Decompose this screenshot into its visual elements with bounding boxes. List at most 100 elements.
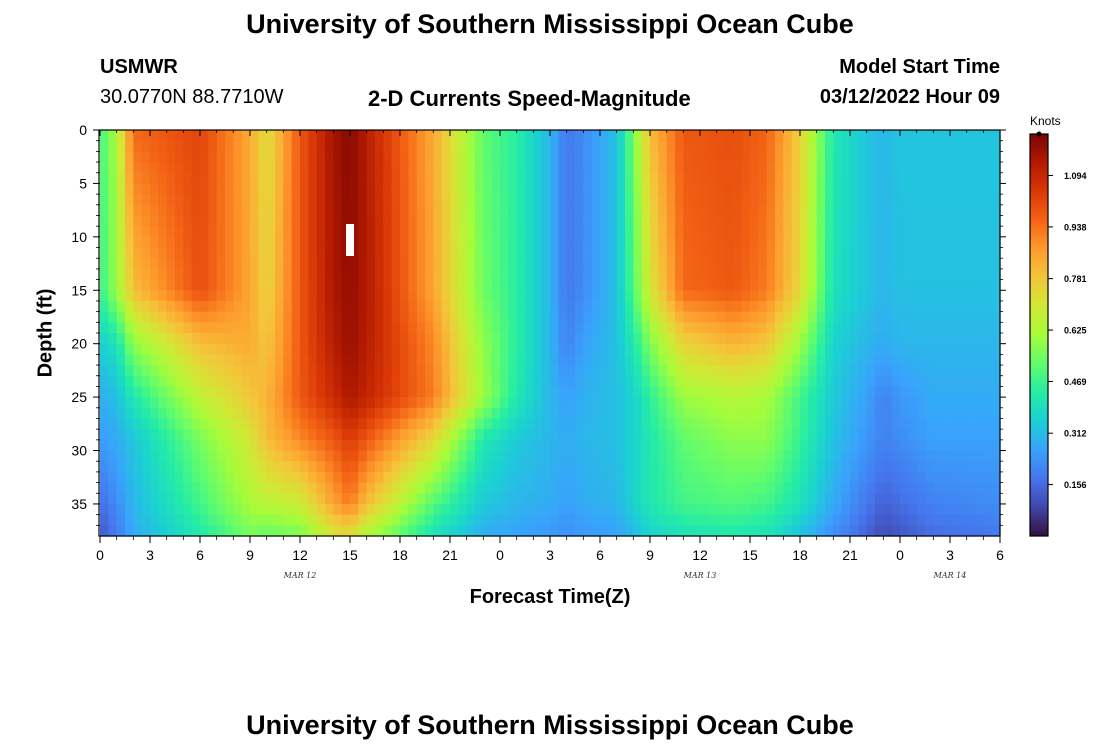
heat-cell xyxy=(116,258,126,270)
heat-cell xyxy=(116,525,126,537)
heat-cell xyxy=(391,204,401,217)
heat-cell xyxy=(875,162,884,174)
heat-cell xyxy=(483,226,493,238)
heat-cell xyxy=(125,375,134,388)
heat-cell xyxy=(375,204,384,217)
heat-cell xyxy=(733,236,743,249)
heat-cell xyxy=(933,194,943,206)
heat-cell xyxy=(966,429,976,441)
heat-cell xyxy=(616,162,626,174)
heat-cell xyxy=(858,333,868,345)
heat-cell xyxy=(708,397,718,409)
heat-cell xyxy=(233,151,243,163)
heat-cell xyxy=(583,279,593,291)
heat-cell xyxy=(816,322,826,334)
heat-cell xyxy=(991,247,1001,259)
heat-cell xyxy=(616,311,626,323)
heat-cell xyxy=(675,365,684,377)
heat-cell xyxy=(466,258,476,270)
heat-cell xyxy=(941,279,951,291)
heat-cell xyxy=(300,300,309,313)
heat-cell xyxy=(233,482,243,494)
heat-cell xyxy=(258,471,268,484)
heat-cell xyxy=(608,311,618,323)
heat-cell xyxy=(591,407,601,420)
heat-cell xyxy=(716,450,726,462)
heat-cell xyxy=(216,386,226,398)
heat-cell xyxy=(725,493,734,505)
heat-cell xyxy=(950,386,959,398)
heat-cell xyxy=(166,130,176,142)
heat-cell xyxy=(941,172,951,185)
heat-cell xyxy=(291,461,301,473)
heat-cell xyxy=(933,162,943,174)
heat-cell xyxy=(375,450,384,462)
heat-cell xyxy=(700,493,709,505)
heat-cell xyxy=(616,461,626,473)
heat-cell xyxy=(583,418,593,430)
heat-cell xyxy=(333,503,343,516)
heat-cell xyxy=(833,300,843,313)
heat-cell xyxy=(383,365,393,377)
heat-cell xyxy=(233,247,243,259)
heat-cell xyxy=(741,482,751,494)
heat-cell xyxy=(983,183,993,195)
heat-cell xyxy=(250,429,259,441)
heat-cell xyxy=(391,375,401,388)
heat-cell xyxy=(833,194,843,206)
heat-cell xyxy=(425,375,434,388)
heat-cell xyxy=(191,258,201,270)
heat-cell xyxy=(450,343,459,355)
heat-cell xyxy=(616,407,626,420)
heat-cell xyxy=(200,333,209,345)
heat-cell xyxy=(516,503,526,516)
heat-cell xyxy=(591,493,601,505)
heat-cell xyxy=(358,204,368,217)
heat-cell xyxy=(150,439,159,452)
heat-cell xyxy=(316,162,326,174)
heat-cell xyxy=(808,514,818,526)
heat-cell xyxy=(625,130,634,142)
heat-cell xyxy=(125,247,134,259)
heat-cell xyxy=(866,503,876,516)
heat-cell xyxy=(158,279,168,291)
heat-cell xyxy=(241,194,251,206)
heat-cell xyxy=(766,194,776,206)
heat-cell xyxy=(933,471,943,484)
heat-cell xyxy=(791,461,801,473)
heat-cell xyxy=(941,482,951,494)
heat-cell xyxy=(825,503,834,516)
heat-cell xyxy=(258,162,268,174)
heat-cell xyxy=(766,343,776,355)
heat-cell xyxy=(491,386,501,398)
heat-cell xyxy=(450,300,459,313)
heat-cell xyxy=(800,461,809,473)
heat-cell xyxy=(858,279,868,291)
heat-cell xyxy=(650,300,659,313)
heat-cell xyxy=(316,482,326,494)
heat-cell xyxy=(891,140,901,152)
heat-cell xyxy=(583,204,593,217)
heat-cell xyxy=(350,194,359,206)
heat-cell xyxy=(358,236,368,249)
heat-cell xyxy=(758,439,768,452)
heat-cell xyxy=(625,215,634,227)
heat-cell xyxy=(125,204,134,217)
heat-cell xyxy=(833,461,843,473)
heat-cell xyxy=(191,471,201,484)
heat-cell xyxy=(108,407,118,420)
heat-cell xyxy=(283,183,293,195)
heat-cell xyxy=(158,151,168,163)
heat-cell xyxy=(991,514,1001,526)
heat-cell xyxy=(825,386,834,398)
heat-cell xyxy=(650,311,659,323)
heat-cell xyxy=(591,429,601,441)
heat-cell xyxy=(516,333,526,345)
heat-cell xyxy=(325,343,334,355)
heat-cell xyxy=(833,322,843,334)
heat-cell xyxy=(358,418,368,430)
heat-cell xyxy=(900,162,909,174)
heat-cell xyxy=(425,194,434,206)
heat-cell xyxy=(850,183,859,195)
